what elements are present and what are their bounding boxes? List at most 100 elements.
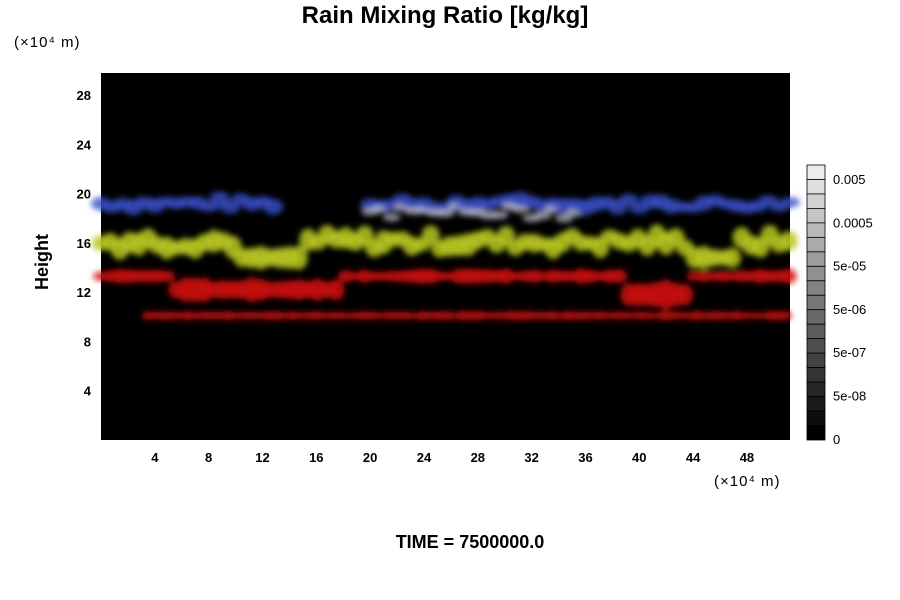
field-cell-lower-line — [521, 310, 534, 321]
colorbar-segment — [806, 410, 826, 426]
field-cell-lower-line — [578, 311, 591, 320]
colorbar-segment — [806, 179, 826, 195]
field-cell-lower — [328, 279, 345, 301]
colorbar-label: 0 — [833, 432, 840, 447]
colorbar-segment — [806, 323, 826, 340]
x-tick-label: 12 — [255, 450, 269, 465]
colorbar-segment — [806, 338, 826, 354]
time-label: TIME = 7500000.0 — [395, 532, 545, 552]
x-tick-label: 8 — [205, 450, 212, 465]
y-tick-label: 4 — [84, 384, 92, 399]
x-tick-label: 48 — [740, 450, 754, 465]
colorbar-segment — [806, 236, 826, 253]
colorbar-segment — [806, 280, 826, 296]
field-cell-lower — [780, 268, 797, 284]
y-axis-label: Height — [32, 234, 52, 290]
field-cell-lower-line — [771, 310, 784, 321]
y-tick-label: 24 — [77, 137, 92, 152]
field-cell-upper-bright — [554, 214, 573, 223]
x-tick-label: 36 — [578, 450, 592, 465]
field-cell-middle — [289, 245, 308, 270]
field-cell-lower-line — [666, 311, 679, 320]
x-tick-label: 40 — [632, 450, 646, 465]
colorbar-label: 5e-05 — [833, 259, 866, 274]
field-cell-lower-line — [561, 311, 574, 321]
field-cell-middle — [497, 226, 516, 246]
field-cell-lower-line — [247, 311, 260, 320]
x-tick-label: 4 — [151, 450, 159, 465]
colorbar-label: 0.0005 — [833, 215, 873, 230]
x-tick-label: 20 — [363, 450, 377, 465]
colorbar-label: 5e-08 — [833, 389, 866, 404]
field-cell-lower-line — [747, 312, 760, 319]
field-cell-lower-line — [634, 311, 647, 320]
y-tick-label: 12 — [77, 285, 91, 300]
field-cell-lower-line — [505, 310, 518, 321]
field-cell-lower — [356, 269, 373, 283]
field-cell-lower — [611, 269, 628, 284]
colorbar-label: 5e-07 — [833, 345, 866, 360]
field-cell-lower-line — [731, 310, 744, 321]
field-cell-upper — [263, 198, 284, 215]
y-tick-label: 8 — [84, 334, 91, 349]
field-cell-lower-line — [779, 311, 792, 320]
field-cell-lower-line — [658, 310, 671, 321]
x-tick-label: 44 — [686, 450, 701, 465]
field-cell-lower-line — [594, 311, 607, 320]
field-cell-middle — [421, 225, 440, 245]
colorbar-segment — [806, 251, 826, 267]
y-tick-label: 28 — [77, 88, 91, 103]
colorbar-segment — [806, 425, 826, 441]
colorbar-segment — [806, 222, 826, 238]
field-cell-upper — [618, 193, 639, 206]
colorbar-segment — [806, 381, 826, 397]
field-cell-upper-bright — [382, 213, 401, 222]
field-cell-lower-line — [166, 311, 179, 320]
field-cell-lower-line — [642, 312, 655, 320]
x-tick-label: 24 — [417, 450, 432, 465]
field-cell-lower-line — [368, 311, 381, 320]
field-cell-lower-line — [158, 311, 171, 321]
colorbar-segment — [806, 193, 826, 209]
field-cell-upper — [220, 200, 241, 214]
field-cell-lower-line — [360, 311, 373, 321]
field-cell-lower-line — [715, 311, 728, 320]
y-tick-label: 16 — [77, 236, 91, 251]
field-cell-lower-line — [182, 311, 195, 321]
field-cell-lower — [498, 268, 515, 284]
colorbar-segment — [806, 164, 826, 180]
colorbar-segment — [806, 367, 826, 383]
field-cell-lower-line — [311, 311, 324, 321]
field-cell-lower-line — [473, 310, 486, 321]
field-cell-lower-line — [416, 311, 429, 321]
x-tick-label: 16 — [309, 450, 323, 465]
colorbar-segment — [806, 309, 826, 325]
y-unit-label: (×10⁴ m) — [14, 34, 81, 51]
field-cell-lower-line — [440, 311, 453, 321]
x-unit-label: (×10⁴ m) — [714, 473, 781, 490]
field-cell-lower-line — [142, 311, 155, 320]
field-cell-lower — [677, 283, 694, 306]
y-tick-label: 20 — [77, 187, 91, 202]
colorbar-segment — [806, 294, 826, 311]
colorbar-label: 5e-06 — [833, 302, 866, 317]
field-cell-upper-bright — [533, 211, 552, 220]
field-cell-middle — [779, 231, 798, 251]
field-cell-lower — [422, 268, 439, 284]
chart-title: Rain Mixing Ratio [kg/kg] — [301, 2, 589, 29]
x-tick-label: 28 — [471, 450, 485, 465]
field-cell-lower-line — [198, 311, 211, 320]
field-cell-lower-line — [400, 311, 413, 320]
field-cell-upper — [780, 197, 800, 208]
field-cell-lower — [526, 269, 543, 283]
plot-area — [101, 73, 790, 440]
field-layer — [91, 191, 800, 321]
field-cell-lower — [158, 270, 175, 282]
field-cell-lower-line — [618, 311, 631, 320]
field-cell-lower-line — [222, 310, 235, 321]
field-cell-upper-bright — [490, 210, 509, 219]
field-cell-lower-line — [287, 311, 300, 321]
field-cell-middle — [723, 247, 742, 268]
field-cell-upper-bright — [436, 209, 455, 218]
